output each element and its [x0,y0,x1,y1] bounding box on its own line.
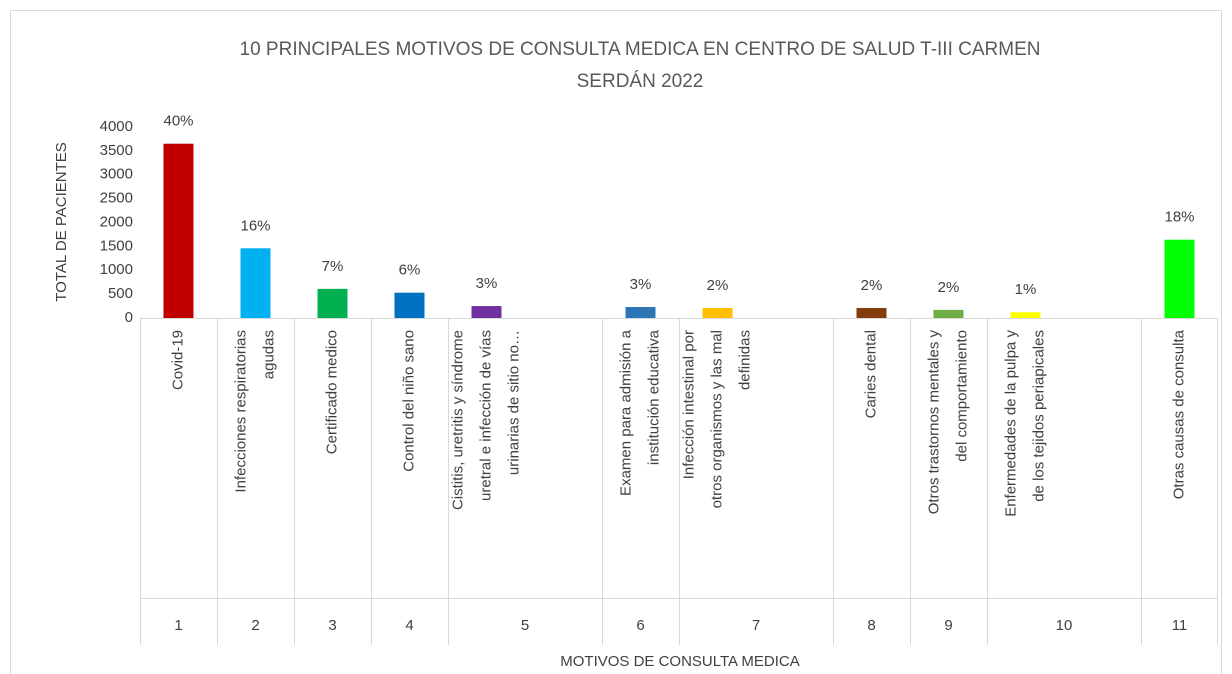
x-tick-label-line: Cistitis, uretritis y síndrome [449,330,466,510]
data-label: 3% [476,275,498,292]
data-label: 2% [707,277,729,294]
x-tick-label-line: otros organismos y las mal [708,330,725,508]
data-label: 7% [322,258,344,275]
x-tick-label: Control del niño sano [400,330,417,472]
group-label: 11 [1172,617,1188,634]
x-tick-label-line: Caries dental [862,330,879,418]
x-tick-label: Otras causas de consulta [1170,329,1187,499]
bar [317,288,348,318]
data-label: 40% [163,113,193,130]
group-label: 4 [405,617,413,634]
x-tick-label-line: Otras causas de consulta [1170,329,1187,499]
x-tick-label-line: de los tejidos periapicales [1030,330,1047,502]
bar [933,309,964,318]
bar [702,307,733,318]
x-tick-label-line: Infecciones respiratorias [232,330,249,493]
y-tick-label: 2500 [100,190,133,207]
x-tick-label-line: agudas [260,330,277,379]
x-tick-label-line: Otros trastornos mentales y [925,330,942,515]
bar [240,248,271,318]
x-tick-label: Cistitis, uretritis y síndrome uretral e … [449,330,522,510]
group-label: 6 [636,617,644,634]
y-tick-label: 500 [108,285,133,302]
x-tick-label-line: urinarias de sitio no… [505,330,522,475]
x-tick-label-line: Control del niño sano [400,330,417,472]
bar [856,307,887,318]
group-label: 7 [752,617,760,634]
y-tick-label: 1500 [100,237,133,254]
bar [471,306,502,318]
group-label: 9 [944,617,952,634]
x-tick-label-line: definidas [736,330,753,390]
y-tick-label: 3000 [100,166,133,183]
x-tick-label-line: Infección intestinal por [680,330,697,479]
bar [394,292,425,318]
chart-title: 10 PRINCIPALES MOTIVOS DE CONSULTA MEDIC… [240,39,1041,60]
x-tick-label-line: Enfermedades de la pulpa y [1002,330,1019,517]
group-label: 10 [1056,617,1073,634]
x-tick-label: Caries dental [862,330,879,418]
chart-title: SERDÁN 2022 [577,71,704,92]
y-tick-label: 0 [125,309,133,326]
data-label: 1% [1015,281,1037,298]
y-axis-title: TOTAL DE PACIENTES [53,142,70,301]
bar [1164,239,1195,318]
group-label: 8 [867,617,875,634]
group-label: 2 [251,617,259,634]
group-label: 5 [521,617,529,634]
bar [625,307,656,318]
x-tick-label: Otros trastornos mentales y del comportam… [925,330,970,515]
y-tick-label: 4000 [100,118,133,135]
bar [1010,312,1041,318]
data-label: 3% [630,276,652,293]
bar [163,143,194,318]
data-label: 2% [938,279,960,296]
x-tick-label: Enfermedades de la pulpa y de los tejidos… [1002,330,1047,517]
y-tick-label: 3500 [100,142,133,159]
y-tick-label: 1000 [100,261,133,278]
x-tick-label-line: Covid-19 [169,330,186,390]
y-tick-label: 2000 [100,213,133,230]
group-label: 3 [328,617,336,634]
x-tick-label: Infección intestinal por otros organismos… [680,330,753,508]
x-tick-label: Certificado medico [323,330,340,454]
x-tick-label-line: Certificado medico [323,330,340,454]
data-label: 2% [861,277,883,294]
x-axis-title: MOTIVOS DE CONSULTA MEDICA [560,653,799,670]
data-label: 18% [1164,209,1194,226]
x-tick-label-line: del comportamiento [953,330,970,462]
x-tick-label-line: institución educativa [645,329,662,465]
x-tick-label-line: Examen para admisión a [617,329,634,496]
x-tick-label: Infecciones respiratorias agudas [232,330,277,493]
data-label: 16% [240,217,270,234]
x-tick-label-line: uretral e infección de vías [477,330,494,501]
x-tick-label: Examen para admisión a institución educat… [617,329,662,496]
chart-frame [10,10,1222,674]
x-tick-label: Covid-19 [169,330,186,390]
data-label: 6% [399,262,421,279]
group-label: 1 [174,617,182,634]
